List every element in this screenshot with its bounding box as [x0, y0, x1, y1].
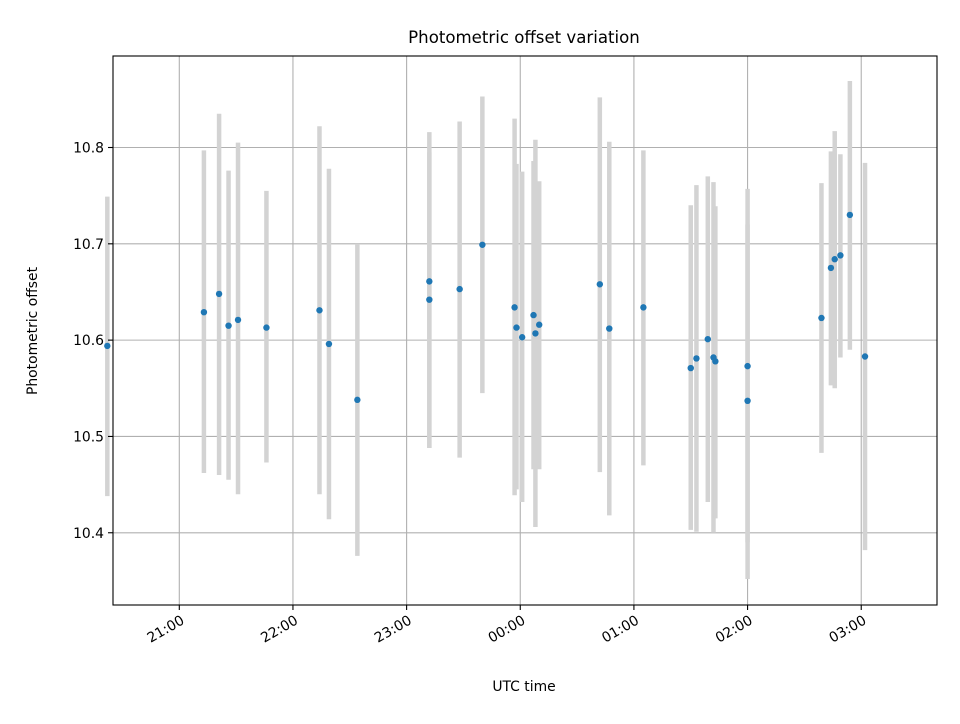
data-point [606, 325, 613, 332]
data-point [426, 278, 433, 285]
data-point [640, 304, 647, 311]
y-axis-label: Photometric offset [25, 266, 41, 395]
y-tick-label: 10.4 [73, 526, 104, 542]
data-point [316, 307, 323, 314]
data-point [104, 342, 111, 350]
data-point [215, 290, 223, 298]
x-axis-label: UTC time [492, 679, 555, 695]
data-point [456, 285, 463, 293]
point-layer [104, 211, 869, 405]
data-point [536, 321, 543, 328]
data-point [704, 335, 711, 343]
data-point [596, 281, 604, 288]
data-point [827, 264, 835, 272]
data-point [861, 353, 869, 360]
data-point [846, 211, 854, 219]
data-point [744, 397, 751, 405]
y-tick-label: 10.5 [73, 429, 104, 445]
data-point [354, 396, 361, 404]
data-point [744, 362, 751, 370]
data-point [837, 252, 844, 259]
data-point [325, 340, 333, 348]
data-point [234, 316, 242, 324]
data-point [479, 241, 486, 248]
data-point [518, 334, 526, 341]
data-point [225, 322, 232, 329]
data-point [511, 304, 518, 311]
data-point [687, 364, 694, 372]
grid-layer [113, 56, 937, 605]
data-point [426, 296, 433, 303]
data-point [818, 314, 825, 322]
data-point [693, 355, 700, 362]
chart-title: Photometric offset variation [408, 28, 640, 47]
data-point [712, 358, 719, 365]
data-point [200, 309, 208, 316]
y-tick-label: 10.6 [73, 333, 104, 349]
data-point [831, 256, 838, 263]
data-point [532, 330, 539, 337]
y-tick-label: 10.7 [73, 237, 104, 253]
data-point [530, 311, 537, 319]
data-point [263, 324, 270, 331]
plot-frame [112, 55, 938, 606]
data-point [513, 324, 520, 331]
y-tick-label: 10.8 [73, 141, 104, 157]
